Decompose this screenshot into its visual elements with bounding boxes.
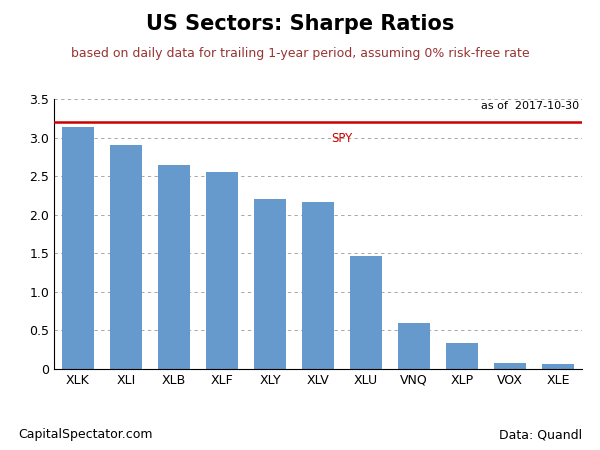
Bar [302, 202, 334, 369]
Bar [350, 256, 382, 369]
Bar [62, 127, 94, 369]
Bar [110, 145, 142, 369]
Bar [446, 343, 478, 369]
Text: as of  2017-10-30: as of 2017-10-30 [481, 100, 580, 111]
Text: based on daily data for trailing 1-year period, assuming 0% risk-free rate: based on daily data for trailing 1-year … [71, 47, 529, 60]
Bar [542, 364, 574, 369]
Bar [158, 165, 190, 369]
Text: SPY: SPY [331, 132, 353, 145]
Bar [254, 198, 286, 369]
Text: Data: Quandl: Data: Quandl [499, 428, 582, 441]
Bar [206, 172, 238, 369]
Bar [494, 363, 526, 369]
Bar [398, 323, 430, 369]
Text: CapitalSpectator.com: CapitalSpectator.com [18, 428, 152, 441]
Text: US Sectors: Sharpe Ratios: US Sectors: Sharpe Ratios [146, 14, 454, 33]
